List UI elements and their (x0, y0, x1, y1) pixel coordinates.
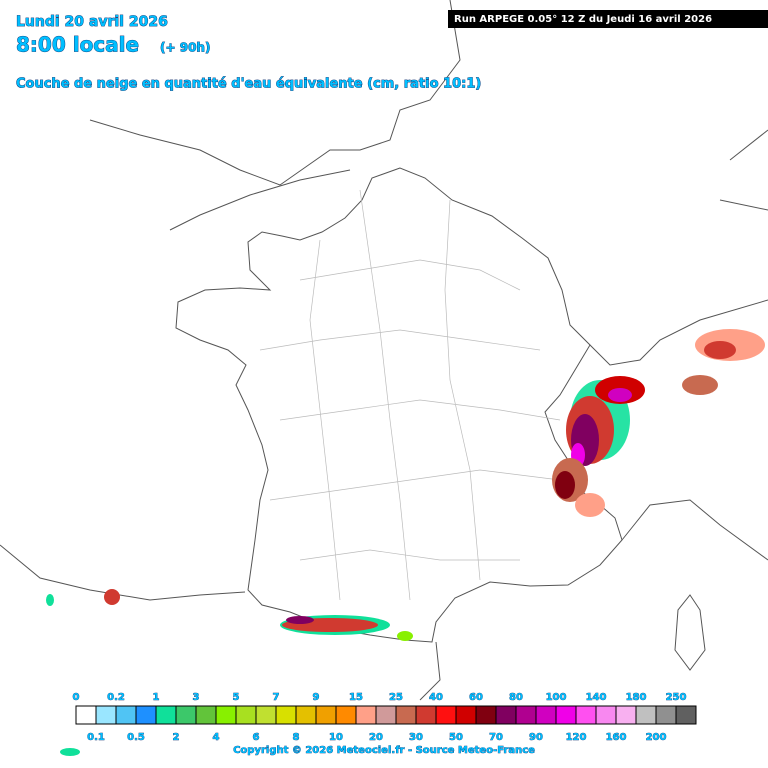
legend-label: 8 (293, 732, 300, 743)
legend-label: 90 (529, 732, 543, 743)
legend-label: 40 (429, 692, 443, 703)
snow-cover (46, 329, 765, 756)
run-info: Run ARPEGE 0.05° 12 Z du Jeudi 16 avril … (454, 14, 712, 25)
legend-swatch (175, 705, 197, 725)
legend-label: 30 (409, 732, 423, 743)
legend-swatch (335, 705, 357, 725)
legend-label: 10 (329, 732, 343, 743)
legend-label: 1 (153, 692, 160, 703)
legend-label: 20 (369, 732, 383, 743)
legend-swatch (135, 705, 157, 725)
legend-label: 0.2 (107, 692, 125, 703)
legend-swatch (435, 705, 457, 725)
legend-label: 120 (566, 732, 587, 743)
legend-swatch (115, 705, 137, 725)
legend-label: 80 (509, 692, 523, 703)
legend-swatch (515, 705, 537, 725)
legend-swatch (455, 705, 477, 725)
legend-label: 9 (313, 692, 320, 703)
legend-swatch (295, 705, 317, 725)
legend-swatch (615, 705, 637, 725)
local-time: 8:00 locale (16, 33, 139, 57)
legend-label: 70 (489, 732, 503, 743)
legend-swatch (375, 705, 397, 725)
legend-label: 15 (349, 692, 363, 703)
date: Lundi 20 avril 2026 (16, 14, 168, 30)
legend-label: 200 (646, 732, 667, 743)
legend-label: 4 (213, 732, 220, 743)
legend-swatch (655, 705, 677, 725)
legend-swatch (475, 705, 497, 725)
legend-swatch (635, 705, 657, 725)
legend-label: 6 (253, 732, 260, 743)
legend-swatch (575, 705, 597, 725)
legend-swatch (535, 705, 557, 725)
legend-label: 140 (586, 692, 607, 703)
legend: 0 0.1 0.2 0.5 1 2 3 4 5 6 7 8 9 10 15 20 25 30 40 50 60 70 80 9… (72, 692, 697, 743)
legend-label: 100 (546, 692, 567, 703)
legend-swatch (235, 705, 257, 725)
legend-swatch (415, 705, 437, 725)
legend-label: 250 (666, 692, 687, 703)
legend-swatch (215, 705, 237, 725)
copyright: Copyright © 2026 Meteociel.fr - Source M… (233, 745, 535, 756)
legend-swatch (75, 705, 97, 725)
legend-label: 0 (73, 692, 80, 703)
legend-label: 25 (389, 692, 403, 703)
map-title: Couche de neige en quantité d'eau équiva… (16, 77, 481, 92)
legend-label: 50 (449, 732, 463, 743)
legend-label: 160 (606, 732, 627, 743)
legend-swatch (275, 705, 297, 725)
legend-swatch (95, 705, 117, 725)
legend-label: 5 (233, 692, 240, 703)
legend-swatch (395, 705, 417, 725)
legend-label: 180 (626, 692, 647, 703)
legend-swatch (195, 705, 217, 725)
legend-swatch (355, 705, 377, 725)
legend-label: 7 (273, 692, 280, 703)
legend-label: 2 (173, 732, 180, 743)
legend-swatch (155, 705, 177, 725)
legend-label: 3 (193, 692, 200, 703)
legend-swatch (495, 705, 517, 725)
legend-label: 0.1 (87, 732, 105, 743)
legend-swatch (255, 705, 277, 725)
run-banner (448, 10, 768, 28)
lead-time: (+ 90h) (160, 41, 210, 55)
legend-label: 60 (469, 692, 483, 703)
legend-swatch (675, 705, 697, 725)
legend-label: 0.5 (127, 732, 145, 743)
legend-swatch (315, 705, 337, 725)
legend-swatch (595, 705, 617, 725)
legend-swatch (555, 705, 577, 725)
